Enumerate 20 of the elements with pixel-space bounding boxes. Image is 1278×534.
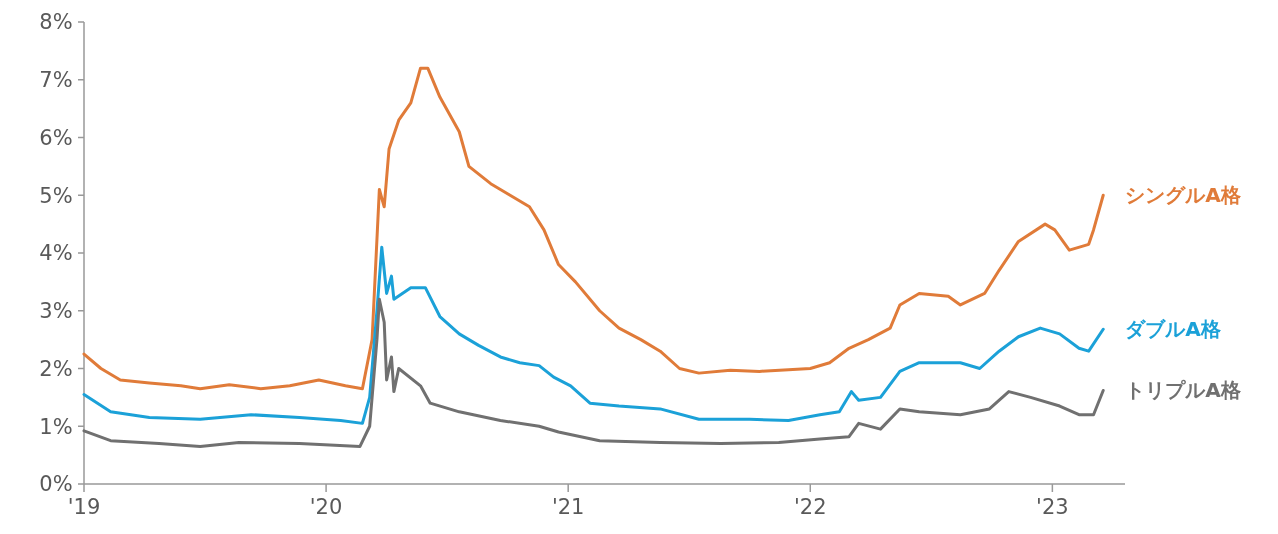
y-tick-label: 6% xyxy=(39,125,73,150)
y-tick-label: 5% xyxy=(39,183,73,208)
y-tick-label: 0% xyxy=(39,472,73,497)
x-tick-label: '19 xyxy=(67,495,101,519)
y-tick-label: 1% xyxy=(39,414,73,439)
series-label: トリプルA格 xyxy=(1125,378,1242,403)
y-tick-label: 3% xyxy=(39,299,73,324)
y-tick-label: 2% xyxy=(39,356,73,381)
x-tick-label: '20 xyxy=(309,495,343,519)
line-series xyxy=(82,297,1105,448)
line-series xyxy=(82,245,1105,425)
x-tick-label: '22 xyxy=(794,495,827,519)
series-label: ダブルA格 xyxy=(1125,317,1222,342)
line-series xyxy=(82,66,1105,391)
y-tick-label: 7% xyxy=(39,68,73,93)
y-tick-label: 8% xyxy=(39,10,73,35)
x-tick-label: '21 xyxy=(551,495,585,519)
x-tick-label: '23 xyxy=(1036,495,1069,519)
series-label: シングルA格 xyxy=(1125,183,1242,208)
y-tick-label: 4% xyxy=(39,241,73,266)
